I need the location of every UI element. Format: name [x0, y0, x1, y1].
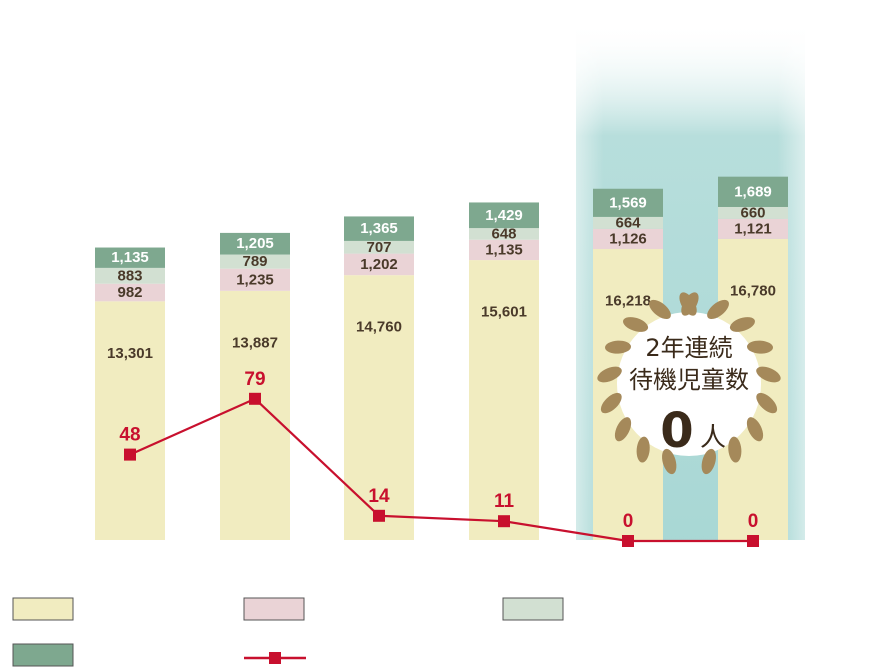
laurel-leaf: [623, 317, 649, 332]
bar-value-label: 16,780: [730, 282, 776, 299]
bar-segment: [344, 253, 414, 276]
laurel-leaf: [746, 417, 764, 442]
bar-segment: [469, 239, 539, 261]
bar-segment: [95, 283, 165, 302]
bar-segment: [344, 240, 414, 254]
badge-unit: 人: [700, 423, 726, 453]
zero-waiting-badge: 2年連続 待機児童数 0 人: [597, 292, 781, 475]
legend-swatch: [243, 597, 305, 621]
laurel-icon: [597, 292, 781, 475]
line-value-label: 0: [748, 511, 759, 532]
laurel-leaf: [681, 292, 699, 316]
legend-swatch: [12, 643, 74, 667]
line-value-label: 14: [368, 486, 390, 507]
laurel-leaf: [662, 448, 677, 475]
line-series: 48 79 14 11 0 0: [119, 369, 759, 547]
bar-segment: [220, 232, 290, 255]
bar-segment: [593, 216, 663, 229]
line-value-label: 48: [119, 425, 140, 446]
bar-value-label: 1,135: [111, 249, 149, 266]
bar-value-label: 664: [615, 214, 641, 231]
laurel-leaf: [597, 366, 622, 383]
bar-value-label: 13,887: [232, 334, 278, 351]
laurel-leaf: [614, 417, 632, 442]
bars: 13,3019828831,13513,8871,2357891,20514,7…: [95, 176, 788, 541]
bar-segment: [95, 267, 165, 284]
bar-segment: [344, 216, 414, 241]
bar-segment: [718, 218, 788, 239]
bar-value-label: 1,202: [360, 256, 398, 273]
line-value-label: 0: [623, 511, 634, 532]
laurel-leaf: [756, 366, 781, 383]
laurel-leaf: [728, 436, 742, 463]
laurel-leaf: [756, 392, 778, 414]
bar-value-label: 1,126: [609, 230, 647, 247]
line-marker: [249, 392, 261, 405]
line-marker: [124, 448, 136, 461]
bar-value-label: 660: [740, 204, 765, 221]
bar-segment: [718, 206, 788, 219]
bar-segment: [344, 275, 414, 540]
bar-value-label: 1,689: [734, 183, 772, 200]
bar-value-label: 1,205: [236, 235, 274, 252]
bar-segment: [95, 301, 165, 540]
laurel-leaf: [701, 448, 716, 475]
laurel-leaf: [729, 317, 755, 332]
legend-line-marker: [269, 652, 281, 664]
line-marker: [622, 535, 634, 547]
bar-value-label: 1,235: [236, 271, 274, 288]
bar-segment: [469, 260, 539, 540]
bar-segment: [220, 254, 290, 269]
legend-swatch: [502, 597, 564, 621]
legend-swatch: [12, 597, 74, 621]
badge-line1: 2年連続: [645, 334, 732, 362]
line-value-label: 79: [244, 369, 265, 390]
bar-value-label: 13,301: [107, 345, 153, 362]
bar-value-label: 982: [117, 284, 142, 301]
badge-background: [617, 312, 761, 456]
laurel-leaf: [707, 299, 729, 320]
bar-segment: [220, 268, 290, 291]
bar-value-label: 1,135: [485, 241, 523, 258]
laurel-leaf: [600, 392, 622, 414]
bar-value-label: 883: [117, 267, 142, 284]
bar-value-label: 15,601: [481, 304, 527, 321]
legend: [12, 597, 564, 667]
bar-segment: [95, 247, 165, 268]
bar-value-label: 14,760: [356, 319, 402, 336]
line-path: [129, 397, 753, 543]
bar-value-label: 648: [491, 225, 516, 242]
bar-segment: [469, 202, 539, 229]
bar-segment: [220, 290, 290, 540]
line-marker: [747, 535, 759, 547]
bar-segment: [469, 228, 539, 240]
badge-line2: 待機児童数: [629, 366, 749, 394]
laurel-leaf: [649, 299, 671, 320]
line-marker: [498, 515, 510, 528]
line-value-label: 11: [494, 491, 515, 512]
bar-value-label: 707: [366, 239, 391, 256]
badge-zero: 0: [660, 403, 693, 459]
laurel-leaf: [605, 340, 632, 354]
line-marker: [373, 509, 385, 522]
bar-value-label: 1,121: [734, 220, 772, 237]
bar-segment: [593, 228, 663, 250]
bar-value-label: 16,218: [605, 293, 651, 310]
laurel-leaf: [746, 340, 773, 354]
laurel-leaf: [636, 436, 650, 463]
bar-segment: [718, 176, 788, 207]
bar-value-label: 789: [242, 253, 267, 270]
bar-segment: [593, 188, 663, 217]
bar-value-label: 1,429: [485, 207, 523, 224]
bar-value-label: 1,569: [609, 194, 647, 211]
bar-value-label: 1,365: [360, 220, 398, 237]
